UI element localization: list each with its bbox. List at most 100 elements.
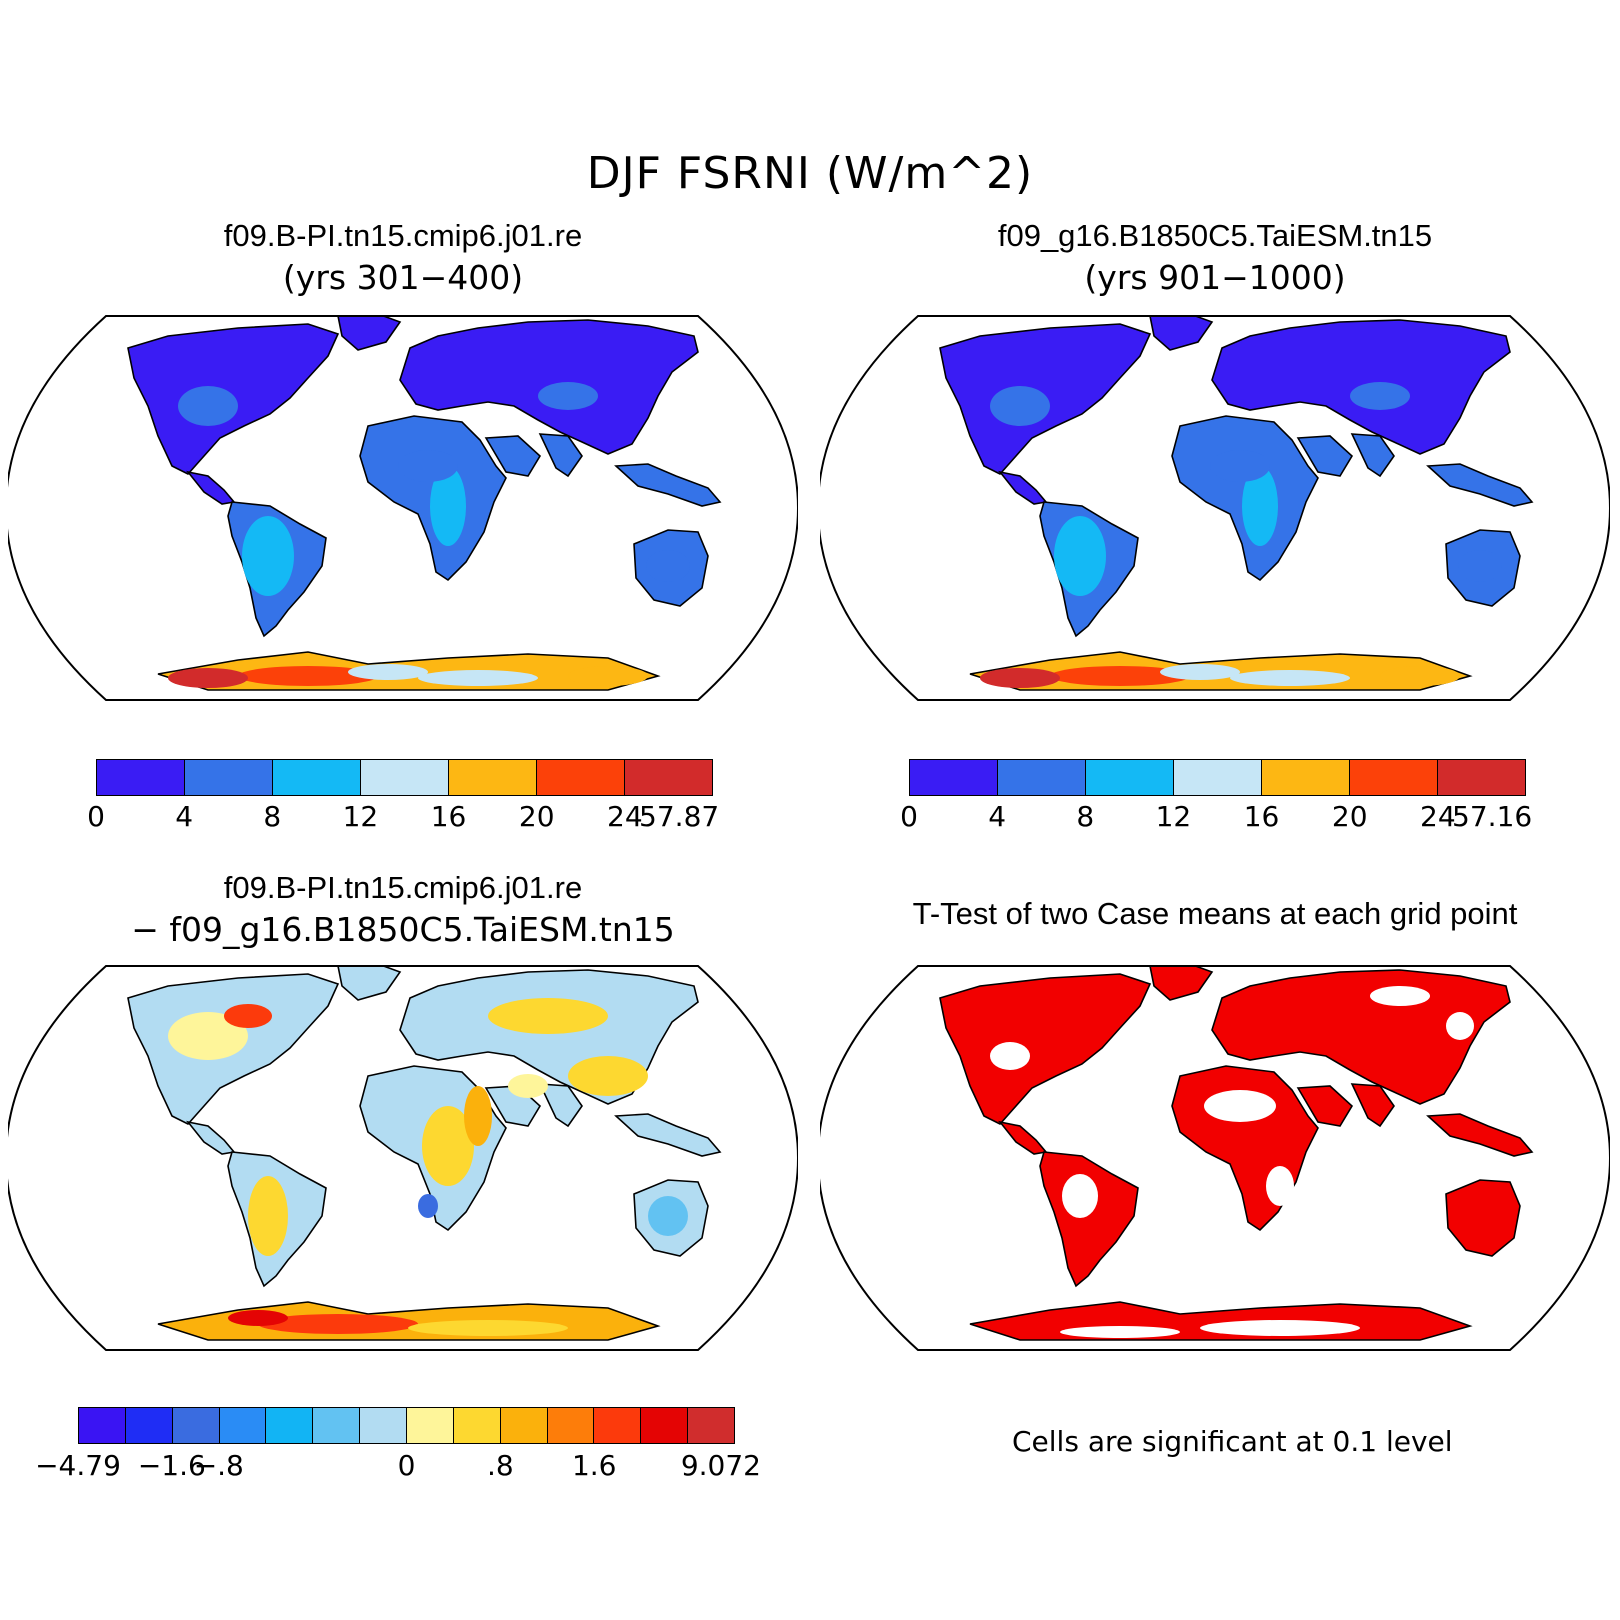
field-patch (248, 1176, 288, 1256)
panel-title-case2: f09_g16.B1850C5.TaiESM.tn15 (997, 218, 1433, 253)
landmass-india (538, 1083, 583, 1128)
colorbar-tick-label: −.8 (193, 1449, 244, 1482)
colorbar-swatch (361, 760, 449, 795)
landmass-northAmerica (939, 973, 1152, 1125)
field-patch (242, 516, 294, 596)
landmass-india (538, 433, 583, 478)
landmass-australia (1445, 1179, 1521, 1257)
colorbar-tick-label: 20 (518, 800, 555, 833)
colorbar-tick-label: −1.6 (137, 1449, 206, 1482)
field-patch (238, 666, 378, 686)
field-patch (418, 670, 538, 686)
field-patch (178, 386, 238, 426)
map-frame (8, 965, 798, 1351)
colorbar-tick-label: 57.16 (1452, 800, 1533, 833)
colorbar-tick-label: 16 (1243, 800, 1280, 833)
colorbar-difference (78, 1407, 735, 1444)
colorbar-tick-label: 0 (397, 1449, 416, 1482)
panel-subtitle-case2: (yrs 901−1000) (1084, 258, 1346, 297)
landmass-arabia (1296, 1085, 1354, 1127)
panel-title-case1: f09.B-PI.tn15.cmip6.j01.re (223, 218, 583, 253)
map-case1 (8, 315, 798, 701)
field-patch (430, 466, 466, 546)
landmass-seAsia (614, 1113, 722, 1157)
colorbar-swatch (641, 1408, 689, 1443)
field-patch (228, 1310, 288, 1326)
colorbar-tick-label: 20 (1331, 800, 1368, 833)
colorbar-tick-label: 57.87 (639, 800, 720, 833)
map-frame (820, 315, 1610, 701)
map-frame (8, 315, 798, 701)
field-patch (418, 1194, 438, 1218)
landmass-seAsia (1426, 463, 1534, 507)
colorbar-swatch (273, 760, 361, 795)
landmass-centralAmerica (998, 470, 1048, 505)
landmass-eurasia (1211, 969, 1511, 1105)
field-patch (646, 550, 690, 582)
panel-title-ttest: T-Test of two Case means at each grid po… (912, 896, 1518, 931)
colorbar-swatch (407, 1408, 454, 1443)
field-patch (168, 1012, 248, 1060)
colorbar-swatch (266, 1408, 314, 1443)
field-patch (1060, 1326, 1180, 1338)
colorbar-swatch (1174, 760, 1262, 795)
panel-title-difference: f09.B-PI.tn15.cmip6.j01.re (223, 870, 583, 905)
colorbar-tick-label: −4.79 (35, 1449, 121, 1482)
colorbar-swatch (1438, 760, 1525, 795)
colorbar-tick-label: 24 (607, 800, 643, 833)
landmass-greenland (1149, 316, 1214, 351)
colorbar-case2 (909, 759, 1526, 796)
field-patch (464, 1086, 492, 1146)
landmass-arabia (1296, 435, 1354, 477)
colorbar-tick-label: 16 (430, 800, 467, 833)
significance-note: Cells are significant at 0.1 level (1012, 1425, 1453, 1458)
colorbar-tick-label: 8 (1076, 800, 1095, 833)
colorbar-swatch (1086, 760, 1174, 795)
panel-subtitle-difference: − f09_g16.B1850C5.TaiESM.tn15 (131, 910, 675, 949)
field-patch (980, 668, 1060, 688)
field-patch (1062, 1174, 1098, 1218)
field-patch (1446, 1012, 1474, 1040)
landmass-antarctica (969, 1301, 1473, 1341)
field-patch (990, 386, 1050, 426)
field-patch (1204, 1090, 1276, 1122)
field-patch (224, 1004, 272, 1028)
landmass-centralAmerica (186, 470, 236, 505)
colorbar-swatch (79, 1408, 126, 1443)
colorbar-swatch (1350, 760, 1438, 795)
colorbar-swatch (219, 1408, 267, 1443)
landmass-arabia (484, 435, 542, 477)
field-patch (348, 664, 428, 680)
colorbar-swatch (910, 760, 998, 795)
colorbar-swatch (97, 760, 185, 795)
colorbar-tick-label: 8 (263, 800, 282, 833)
colorbar-tick-label: .8 (486, 1449, 514, 1482)
field-patch (538, 382, 598, 410)
figure-title: DJF FSRNI (W/m^2) (586, 148, 1034, 199)
field-patch (1370, 986, 1430, 1006)
landmass-india (1350, 433, 1395, 478)
colorbar-tick-label: 0 (900, 800, 918, 833)
colorbar-swatch (453, 1408, 501, 1443)
landmass-greenland (337, 966, 402, 1001)
landmass-greenland (337, 316, 402, 351)
map-ttest (820, 965, 1610, 1351)
colorbar-tick-label: 4 (175, 800, 194, 833)
colorbar-case1 (96, 759, 713, 796)
field-patch (398, 450, 458, 482)
field-patch (648, 1196, 688, 1236)
colorbar-tick-label: 1.6 (571, 1449, 617, 1482)
colorbar-tick-label: 12 (1155, 800, 1192, 833)
field-patch (488, 998, 608, 1034)
landmass-seAsia (614, 463, 722, 507)
colorbar-swatch (1262, 760, 1350, 795)
colorbar-swatch (594, 1408, 642, 1443)
field-patch (1210, 450, 1270, 482)
field-patch (1458, 550, 1502, 582)
colorbar-swatch (500, 1408, 548, 1443)
landmass-seAsia (1426, 1113, 1534, 1157)
landmass-greenland (1149, 966, 1214, 1001)
landmass-india (1350, 1083, 1395, 1128)
field-patch (1266, 1166, 1294, 1206)
field-patch (168, 668, 248, 688)
